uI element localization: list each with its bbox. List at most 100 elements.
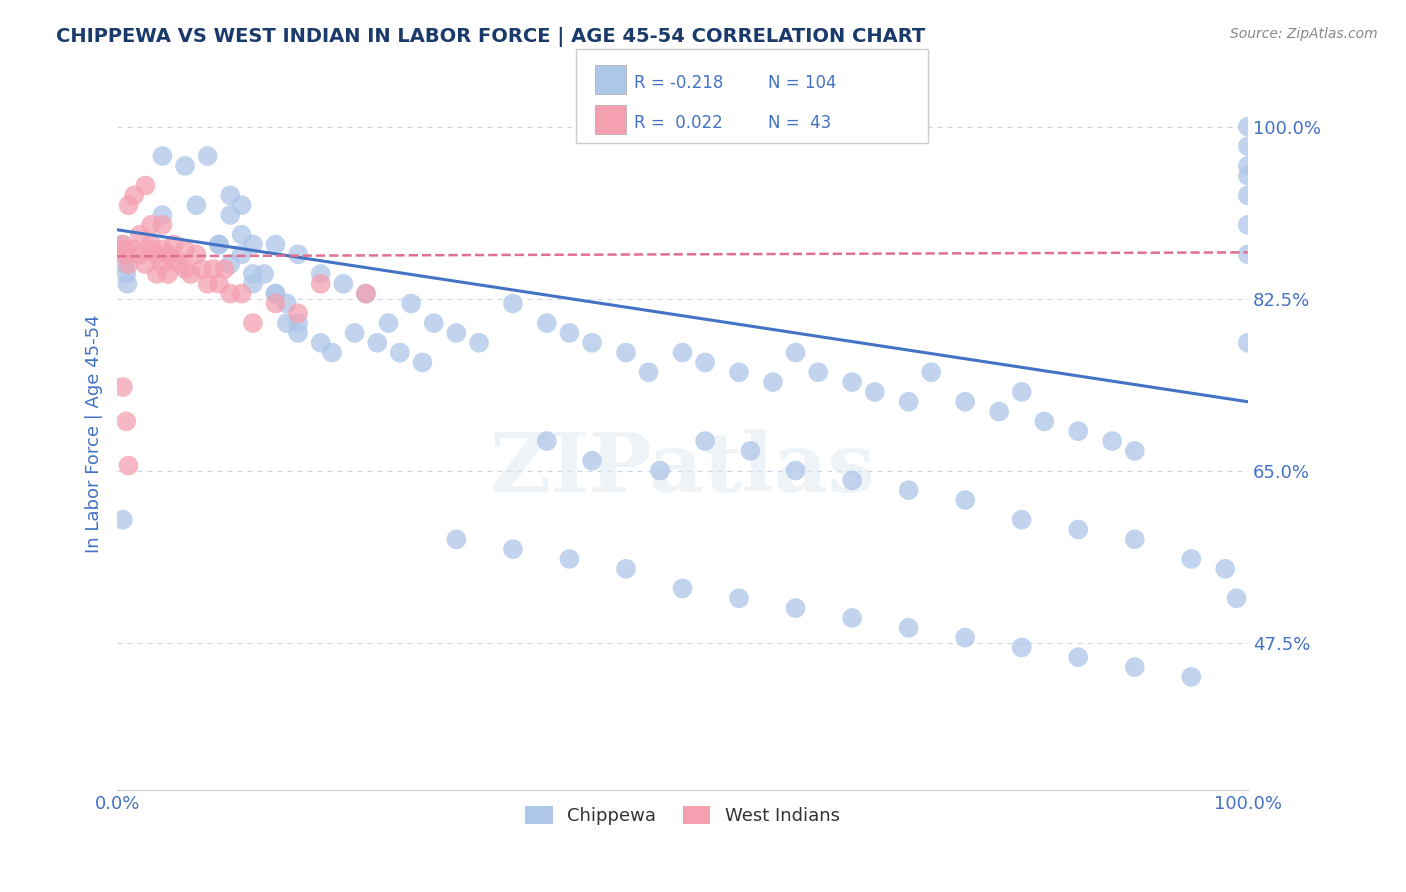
Point <box>197 149 219 163</box>
Text: R = -0.218: R = -0.218 <box>634 74 724 92</box>
Point <box>111 237 134 252</box>
Point <box>115 414 138 428</box>
Point <box>1011 513 1033 527</box>
Point <box>1067 424 1090 438</box>
Point <box>145 267 167 281</box>
Point <box>558 552 581 566</box>
Point <box>1123 443 1146 458</box>
Point <box>114 247 136 261</box>
Point <box>502 542 524 557</box>
Text: Source: ZipAtlas.com: Source: ZipAtlas.com <box>1230 27 1378 41</box>
Point <box>728 591 751 606</box>
Point <box>614 345 637 359</box>
Point <box>163 237 186 252</box>
Point <box>1237 335 1260 350</box>
Point <box>614 562 637 576</box>
Point <box>581 453 603 467</box>
Point <box>1180 670 1202 684</box>
Point <box>446 533 468 547</box>
Point <box>423 316 446 330</box>
Point <box>1011 640 1033 655</box>
Point <box>1011 384 1033 399</box>
Point <box>1123 533 1146 547</box>
Text: R =  0.022: R = 0.022 <box>634 114 723 132</box>
Text: ZIPatlas: ZIPatlas <box>489 429 876 509</box>
Point <box>309 335 332 350</box>
Point <box>111 513 134 527</box>
Point <box>115 243 138 257</box>
Point <box>208 237 231 252</box>
Point <box>214 262 236 277</box>
Point <box>163 252 186 267</box>
Point <box>145 247 167 261</box>
Point <box>122 188 145 202</box>
Point <box>1237 188 1260 202</box>
Point <box>197 277 219 291</box>
Point <box>411 355 433 369</box>
Legend: Chippewa, West Indians: Chippewa, West Indians <box>516 797 849 834</box>
Point <box>953 631 976 645</box>
Point <box>264 286 287 301</box>
Point <box>446 326 468 340</box>
Point <box>186 247 208 261</box>
Point <box>276 316 298 330</box>
Point <box>242 237 264 252</box>
Point <box>117 277 139 291</box>
Point <box>231 227 253 242</box>
Point <box>671 345 693 359</box>
Point <box>841 474 863 488</box>
Point <box>264 286 287 301</box>
Point <box>180 267 202 281</box>
Point <box>366 335 388 350</box>
Point <box>157 247 180 261</box>
Point <box>354 286 377 301</box>
Point <box>242 277 264 291</box>
Point <box>1067 523 1090 537</box>
Point <box>728 365 751 379</box>
Point <box>114 257 136 271</box>
Point <box>152 208 174 222</box>
Point <box>157 267 180 281</box>
Text: N =  43: N = 43 <box>768 114 831 132</box>
Point <box>242 316 264 330</box>
Point <box>309 267 332 281</box>
Point <box>920 365 942 379</box>
Point <box>128 247 150 261</box>
Text: N = 104: N = 104 <box>768 74 837 92</box>
Point <box>388 345 411 359</box>
Point <box>219 188 242 202</box>
Point <box>785 463 807 477</box>
Point <box>343 326 366 340</box>
Point <box>762 375 785 389</box>
Point <box>191 262 214 277</box>
Point <box>174 262 197 277</box>
Text: CHIPPEWA VS WEST INDIAN IN LABOR FORCE | AGE 45-54 CORRELATION CHART: CHIPPEWA VS WEST INDIAN IN LABOR FORCE |… <box>56 27 925 46</box>
Point <box>219 257 242 271</box>
Point <box>264 296 287 310</box>
Point <box>231 198 253 212</box>
Point <box>1237 159 1260 173</box>
Point <box>536 434 558 448</box>
Point <box>897 483 920 498</box>
Point <box>287 326 309 340</box>
Point <box>208 277 231 291</box>
Point <box>841 611 863 625</box>
Point <box>1213 562 1236 576</box>
Point <box>671 582 693 596</box>
Point <box>1225 591 1247 606</box>
Point <box>174 243 197 257</box>
Point <box>128 227 150 242</box>
Point <box>1123 660 1146 674</box>
Point <box>152 149 174 163</box>
Point <box>841 375 863 389</box>
Point <box>740 443 762 458</box>
Point <box>242 267 264 281</box>
Point <box>253 267 276 281</box>
Point <box>637 365 659 379</box>
Point <box>231 247 253 261</box>
Point <box>648 463 671 477</box>
Point <box>122 243 145 257</box>
Point <box>1033 414 1056 428</box>
Point <box>111 380 134 394</box>
Point <box>111 237 134 252</box>
